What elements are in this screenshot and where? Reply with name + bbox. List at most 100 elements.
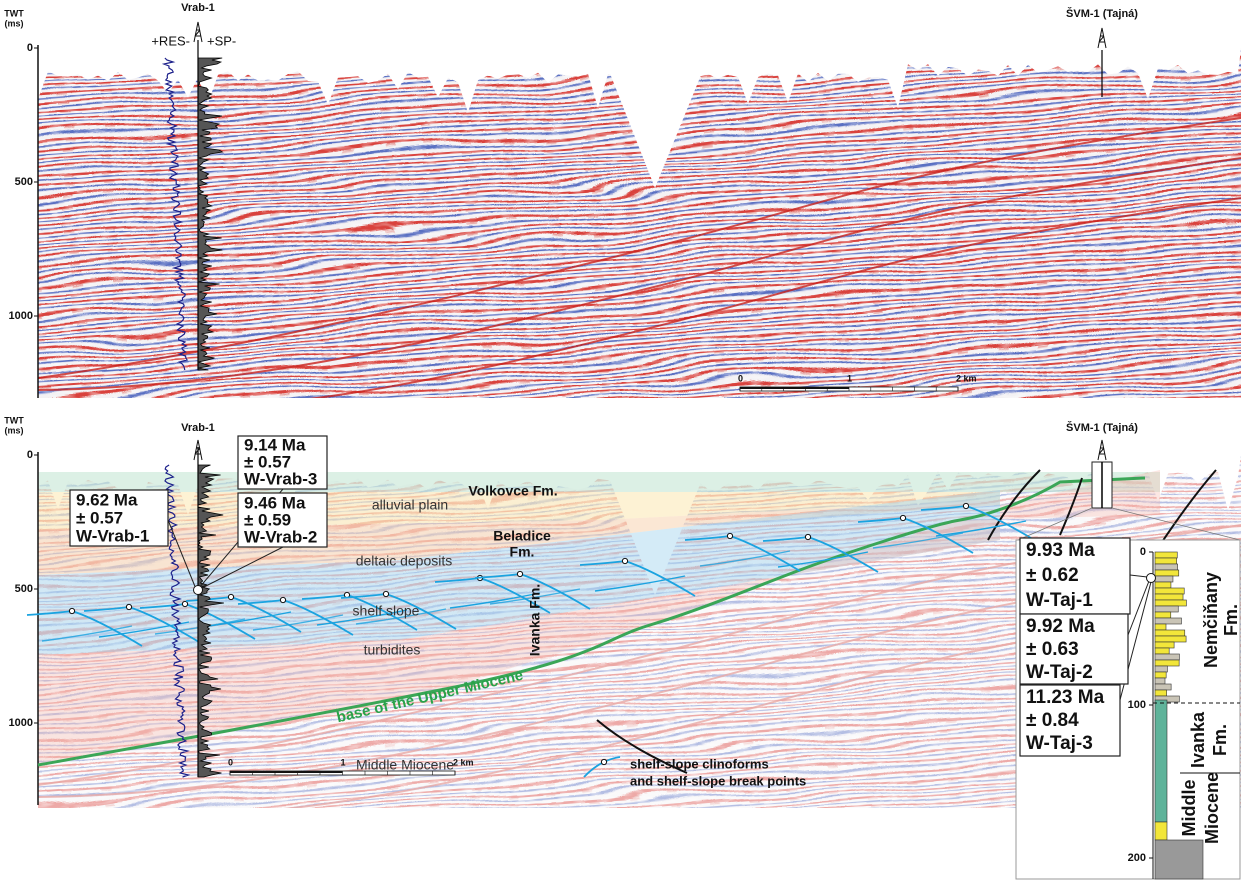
scale-bar — [230, 771, 343, 773]
lithology — [1155, 594, 1183, 600]
lithology — [1155, 654, 1179, 660]
axis-tick-label: 0 — [27, 42, 33, 54]
lithology — [1155, 636, 1186, 642]
age-text: W-Taj-1 — [1026, 590, 1093, 611]
age-text: 11.23 Ma — [1026, 687, 1105, 708]
scale-label: 1 — [341, 757, 346, 767]
unit-label: deltaic deposits — [356, 553, 453, 569]
break-point — [963, 503, 968, 508]
axis-title: TWT — [4, 415, 24, 425]
scale-label: 2 km — [956, 373, 977, 383]
age-text: 9.93 Ma — [1026, 540, 1095, 561]
legend-text: and shelf-slope break points — [630, 773, 806, 788]
formation-label: Ivanka Fm. — [527, 584, 543, 656]
axis-tick-label: 0 — [27, 449, 33, 461]
lithology — [1155, 552, 1177, 558]
scale-bar — [740, 387, 849, 389]
unit-label: turbidites — [364, 642, 421, 658]
axis-tick-label: 500 — [15, 583, 33, 595]
depth-label: 0 — [1140, 546, 1146, 558]
break-point — [228, 594, 233, 599]
well-name: ŠVM-1 (Tajná) — [1066, 421, 1138, 434]
formation-label: Fm. — [1210, 724, 1230, 756]
break-point — [182, 601, 187, 606]
lithology — [1155, 582, 1171, 588]
age-text: W-Vrab-2 — [244, 527, 317, 546]
age-text: W-Taj-3 — [1026, 733, 1093, 754]
log-label: +SP- — [207, 33, 236, 48]
formation-label: Fm. — [510, 544, 535, 560]
unit-label: alluvial plain — [372, 497, 448, 513]
lithology — [1155, 576, 1173, 582]
break-point — [69, 608, 74, 613]
lithology — [1155, 606, 1178, 612]
scale-label: 2 km — [453, 757, 474, 767]
age-text: W-Taj-2 — [1026, 662, 1093, 683]
formation-label: Ivanka — [1188, 711, 1208, 768]
lithology — [1155, 672, 1166, 678]
lithology — [1155, 822, 1167, 840]
age-text: W-Vrab-3 — [244, 469, 317, 488]
break-point — [383, 591, 388, 596]
formation-label: Middle — [1179, 780, 1199, 837]
age-text: 9.92 Ma — [1026, 616, 1095, 637]
break-point — [126, 604, 131, 609]
axis-unit: (ms) — [4, 425, 23, 435]
break-point — [517, 571, 522, 576]
break-point — [622, 558, 627, 563]
age-text: 9.62 Ma — [76, 490, 138, 509]
lithology — [1155, 642, 1174, 648]
scale-label: 1 — [847, 373, 852, 383]
legend-text: shelf-slope clinoforms — [630, 756, 769, 771]
sample-point — [1147, 574, 1156, 583]
well-name: Vrab-1 — [181, 422, 215, 434]
lithology — [1155, 630, 1185, 636]
lithology — [1155, 648, 1169, 654]
well-name: Vrab-1 — [181, 2, 215, 14]
scale-label: 0 — [228, 757, 233, 767]
well-icon — [194, 22, 202, 42]
break-point — [805, 534, 810, 539]
lithology — [1155, 840, 1203, 879]
lithology — [1155, 618, 1181, 624]
axis-tick-label: 1000 — [9, 717, 33, 729]
age-text: ± 0.62 — [1026, 565, 1079, 586]
well-icon — [1098, 28, 1106, 48]
lithology — [1155, 612, 1171, 618]
unit-label: Middle Miocene — [356, 757, 454, 773]
break-point — [900, 515, 905, 520]
lithology — [1155, 624, 1166, 630]
lithology — [1155, 564, 1178, 570]
lithology — [1155, 570, 1179, 576]
unit-label: shelf slope — [353, 603, 420, 619]
log-label: +RES- — [151, 33, 190, 48]
formation-label: Beladice — [493, 528, 551, 544]
scale-label: 0 — [738, 373, 743, 383]
depth-label: 100 — [1128, 699, 1146, 711]
sample-point — [194, 586, 203, 595]
lithology — [1155, 558, 1177, 564]
formation-label: Miocene — [1202, 772, 1222, 844]
lithology — [1155, 684, 1171, 690]
age-text: ± 0.57 — [76, 508, 123, 527]
axis-unit: (ms) — [4, 18, 23, 28]
lithology — [1155, 588, 1184, 594]
break-point — [727, 533, 732, 538]
age-text: ± 0.84 — [1026, 710, 1079, 731]
lithology — [1155, 700, 1167, 822]
lithology — [1155, 660, 1179, 666]
lithology — [1155, 690, 1167, 696]
axis-title: TWT — [4, 8, 24, 18]
lithology — [1155, 678, 1165, 684]
depth-label: 200 — [1128, 852, 1146, 864]
age-text: ± 0.63 — [1026, 639, 1079, 660]
formation-label: Nemčiňany — [1201, 572, 1221, 668]
axis-tick-label: 500 — [15, 176, 33, 188]
figure: 05001000TWT(ms)Vrab-1+RES-+SP-ŠVM-1 (Taj… — [0, 0, 1241, 880]
axis-tick-label: 1000 — [9, 310, 33, 322]
break-point — [280, 597, 285, 602]
formation-label: Fm. — [1221, 604, 1241, 636]
well-name: ŠVM-1 (Tajná) — [1066, 7, 1138, 20]
age-text: W-Vrab-1 — [76, 526, 149, 545]
formation-label: Volkovce Fm. — [468, 483, 557, 499]
